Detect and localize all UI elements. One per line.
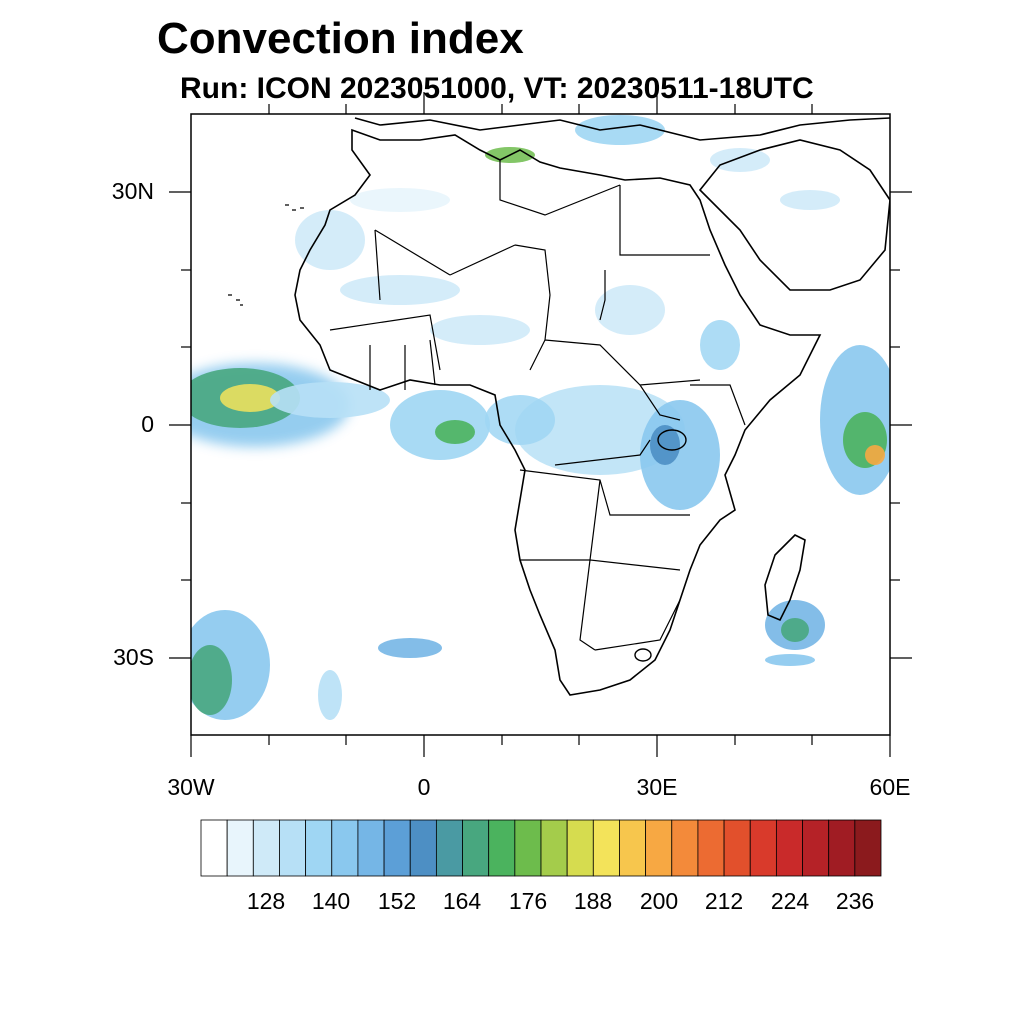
colorbar-swatch bbox=[226, 819, 254, 877]
colorbar-swatch bbox=[854, 819, 882, 877]
madagascar-coastline bbox=[764, 534, 806, 622]
colorbar-label: 176 bbox=[508, 888, 548, 914]
colorbar-swatch bbox=[802, 819, 830, 877]
convection-atlantic-tail bbox=[270, 382, 390, 418]
convection-sahara bbox=[350, 188, 450, 212]
colorbar-swatch bbox=[279, 819, 307, 877]
axis-ticks bbox=[169, 92, 912, 757]
coastlines bbox=[228, 117, 890, 696]
convection-south-atlantic-sw-core bbox=[191, 645, 232, 715]
lon-label-60e: 60E bbox=[869, 774, 911, 800]
lon-label-30w: 30W bbox=[167, 774, 215, 800]
colorbar-swatch bbox=[619, 819, 647, 877]
colorbar-label: 224 bbox=[770, 888, 810, 914]
lon-label-30e: 30E bbox=[636, 774, 678, 800]
africa-coastline bbox=[294, 128, 822, 696]
lake-victoria-outline bbox=[657, 429, 687, 451]
convection-south-atlantic-band bbox=[318, 670, 342, 720]
lat-label-0: 0 bbox=[141, 411, 154, 437]
convection-mediterranean bbox=[575, 115, 665, 145]
colorbar-swatch bbox=[331, 819, 359, 877]
colorbar-swatch bbox=[383, 819, 411, 877]
colorbar-swatch bbox=[671, 819, 699, 877]
colorbar-label: 188 bbox=[573, 888, 613, 914]
colorbar-swatch bbox=[592, 819, 620, 877]
convection-iraq bbox=[780, 190, 840, 210]
colorbar-label: 152 bbox=[377, 888, 417, 914]
convection-lake-victoria bbox=[650, 425, 680, 465]
convection-south-atlantic-cell bbox=[378, 638, 442, 658]
colorbar-swatch bbox=[828, 819, 856, 877]
lon-label-0: 0 bbox=[417, 774, 431, 800]
colorbar-swatch bbox=[357, 819, 385, 877]
convection-ethiopia bbox=[700, 320, 740, 370]
colorbar-swatch bbox=[462, 819, 490, 877]
lat-label-30n: 30N bbox=[111, 178, 154, 204]
colorbar-swatch bbox=[566, 819, 594, 877]
colorbar-label: 164 bbox=[442, 888, 482, 914]
colorbar-swatch bbox=[775, 819, 803, 877]
lesotho-outline bbox=[634, 648, 652, 662]
convection-nigeria bbox=[430, 315, 530, 345]
colorbar-swatch bbox=[697, 819, 725, 877]
canary-islands bbox=[285, 204, 304, 211]
europe-coastline bbox=[354, 117, 890, 141]
colorbar-swatch bbox=[305, 819, 333, 877]
convection-east-africa bbox=[640, 400, 720, 510]
colorbar-swatch bbox=[749, 819, 777, 877]
convection-gulf-guinea-core bbox=[435, 420, 475, 444]
convection-mauritania bbox=[295, 210, 365, 270]
cape-verde-islands bbox=[228, 294, 243, 306]
colorbar-swatch bbox=[200, 819, 228, 877]
convection-levant bbox=[710, 148, 770, 172]
arabia-coastline bbox=[698, 139, 890, 291]
colorbar-swatch bbox=[514, 819, 542, 877]
colorbar bbox=[200, 819, 882, 877]
chart-subtitle: Run: ICON 2023051000, VT: 20230511-18UTC bbox=[180, 72, 814, 105]
chart-title: Convection index bbox=[157, 14, 524, 63]
colorbar-swatch bbox=[645, 819, 673, 877]
convection-sudan bbox=[595, 285, 665, 335]
colorbar-swatch bbox=[540, 819, 568, 877]
convection-atlantic-peak bbox=[220, 384, 280, 412]
colorbar-swatch bbox=[252, 819, 280, 877]
country-borders bbox=[329, 160, 746, 651]
colorbar-label: 212 bbox=[704, 888, 744, 914]
colorbar-swatch bbox=[435, 819, 463, 877]
convection-madagascar-south bbox=[765, 654, 815, 666]
lat-label-30s: 30S bbox=[113, 644, 154, 670]
colorbar-label: 200 bbox=[639, 888, 679, 914]
convection-madagascar-core bbox=[781, 618, 809, 642]
colorbar-label: 236 bbox=[835, 888, 875, 914]
convection-fields bbox=[191, 115, 890, 720]
convection-indian-ocean-peak bbox=[865, 445, 885, 465]
colorbar-swatch bbox=[723, 819, 751, 877]
convection-congo-west bbox=[485, 395, 555, 445]
convection-sahel-west bbox=[340, 275, 460, 305]
map-plot-area bbox=[191, 115, 890, 720]
colorbar-swatch bbox=[409, 819, 437, 877]
colorbar-label: 128 bbox=[246, 888, 286, 914]
colorbar-swatch bbox=[488, 819, 516, 877]
colorbar-label: 140 bbox=[311, 888, 351, 914]
